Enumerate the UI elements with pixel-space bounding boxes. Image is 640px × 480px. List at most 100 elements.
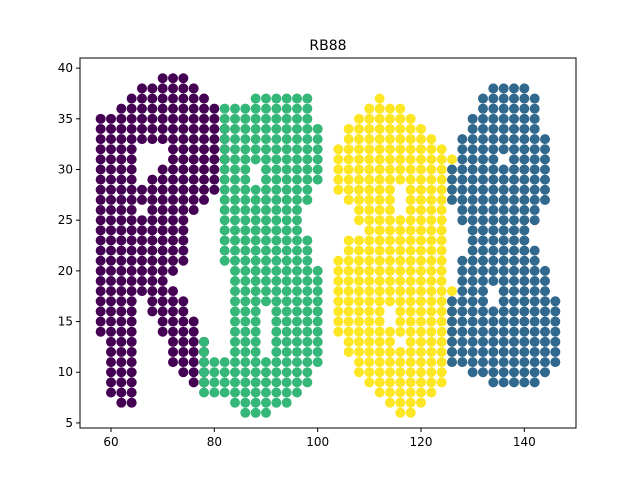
scatter-point xyxy=(385,205,395,216)
scatter-point xyxy=(467,265,478,276)
scatter-point xyxy=(250,276,261,287)
scatter-point xyxy=(343,316,354,327)
scatter-point xyxy=(374,245,385,256)
scatter-point xyxy=(426,276,437,287)
scatter-point xyxy=(436,215,447,226)
scatter-point xyxy=(529,215,540,226)
scatter-point xyxy=(374,235,385,246)
scatter-point xyxy=(157,73,168,84)
scatter-point xyxy=(261,225,271,236)
scatter-point xyxy=(488,265,499,276)
scatter-point xyxy=(519,154,530,165)
scatter-point xyxy=(240,276,251,287)
scatter-point xyxy=(509,276,519,287)
scatter-point xyxy=(126,265,137,276)
scatter-point xyxy=(467,235,478,246)
scatter-point xyxy=(550,306,561,317)
scatter-point xyxy=(188,377,199,388)
scatter-point xyxy=(292,113,302,124)
scatter-point xyxy=(281,225,292,236)
scatter-point xyxy=(467,255,478,266)
scatter-point xyxy=(116,316,127,327)
scatter-point xyxy=(126,276,137,287)
scatter-point xyxy=(426,306,437,317)
scatter-point xyxy=(354,194,364,205)
scatter-point xyxy=(240,164,251,175)
scatter-point xyxy=(219,113,230,124)
scatter-point xyxy=(488,215,499,226)
scatter-point xyxy=(374,286,385,297)
scatter-point xyxy=(95,174,106,185)
scatter-point xyxy=(312,154,323,165)
scatter-point xyxy=(457,265,468,276)
scatter-point xyxy=(116,377,127,388)
scatter-point xyxy=(478,144,488,155)
scatter-point xyxy=(178,306,189,317)
scatter-point xyxy=(498,316,509,327)
scatter-point xyxy=(416,194,426,205)
scatter-point xyxy=(250,316,261,327)
scatter-point xyxy=(498,184,509,195)
scatter-point xyxy=(385,357,395,368)
scatter-point xyxy=(457,184,468,195)
scatter-point xyxy=(395,326,406,337)
scatter-point xyxy=(364,346,375,357)
scatter-point xyxy=(529,306,540,317)
scatter-point xyxy=(519,164,530,175)
scatter-point xyxy=(116,164,127,175)
scatter-point xyxy=(292,367,302,378)
scatter-point xyxy=(106,296,116,307)
scatter-point xyxy=(519,225,530,236)
scatter-point xyxy=(385,265,395,276)
scatter-point xyxy=(540,276,550,287)
scatter-point xyxy=(426,296,437,307)
scatter-point xyxy=(457,276,468,287)
scatter-point xyxy=(219,194,230,205)
scatter-point xyxy=(168,73,178,84)
scatter-point xyxy=(416,235,426,246)
scatter-point xyxy=(302,103,313,114)
scatter-point xyxy=(467,113,478,124)
scatter-point xyxy=(178,245,189,256)
scatter-point xyxy=(292,184,302,195)
scatter-point xyxy=(168,265,178,276)
scatter-point xyxy=(364,184,375,195)
scatter-point xyxy=(467,164,478,175)
scatter-point xyxy=(261,123,271,134)
scatter-point xyxy=(137,113,147,124)
scatter-point xyxy=(395,367,406,378)
y-tick-label: 5 xyxy=(65,416,73,430)
scatter-point xyxy=(405,367,416,378)
scatter-point xyxy=(374,316,385,327)
scatter-point xyxy=(116,194,127,205)
scatter-point xyxy=(95,215,106,226)
scatter-point xyxy=(354,336,364,347)
y-tick-label: 40 xyxy=(58,61,73,75)
scatter-point xyxy=(178,316,189,327)
scatter-point xyxy=(137,265,147,276)
scatter-point xyxy=(126,245,137,256)
scatter-point xyxy=(467,174,478,185)
scatter-point xyxy=(261,296,271,307)
scatter-point xyxy=(312,265,323,276)
scatter-point xyxy=(199,103,209,114)
scatter-point xyxy=(364,164,375,175)
scatter-point xyxy=(281,296,292,307)
scatter-point xyxy=(168,255,178,266)
scatter-point xyxy=(426,387,437,398)
scatter-point xyxy=(395,397,406,408)
scatter-point xyxy=(250,123,261,134)
scatter-point xyxy=(374,265,385,276)
scatter-point xyxy=(219,245,230,256)
scatter-point xyxy=(519,336,530,347)
scatter-point xyxy=(219,123,230,134)
scatter-point xyxy=(126,205,137,216)
scatter-point xyxy=(95,276,106,287)
scatter-point xyxy=(333,306,344,317)
scatter-point xyxy=(178,296,189,307)
scatter-point xyxy=(240,265,251,276)
scatter-point xyxy=(395,245,406,256)
scatter-point xyxy=(405,144,416,155)
scatter-point xyxy=(302,316,313,327)
scatter-point xyxy=(281,235,292,246)
